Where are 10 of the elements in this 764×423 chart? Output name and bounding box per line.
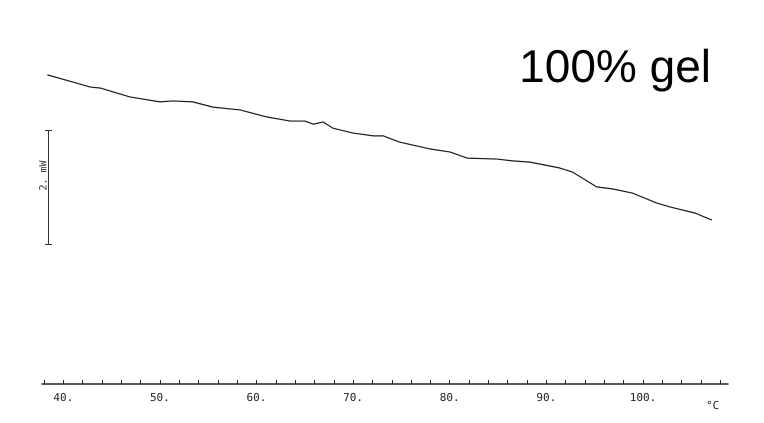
annotation: 2. mW [38, 160, 50, 190]
x-tick-label: 90. [536, 391, 556, 404]
x-tick-label: 60. [246, 391, 266, 404]
x-tick-label: 50. [150, 391, 170, 404]
x-axis-title: °C [706, 399, 720, 412]
x-tick-label: 70. [343, 391, 364, 404]
chart-title: 100% gel [519, 40, 712, 92]
x-tick-label: 40. [53, 391, 74, 404]
x-tick-label: 100. [630, 391, 656, 404]
x-tick-label: 80. [440, 391, 460, 404]
